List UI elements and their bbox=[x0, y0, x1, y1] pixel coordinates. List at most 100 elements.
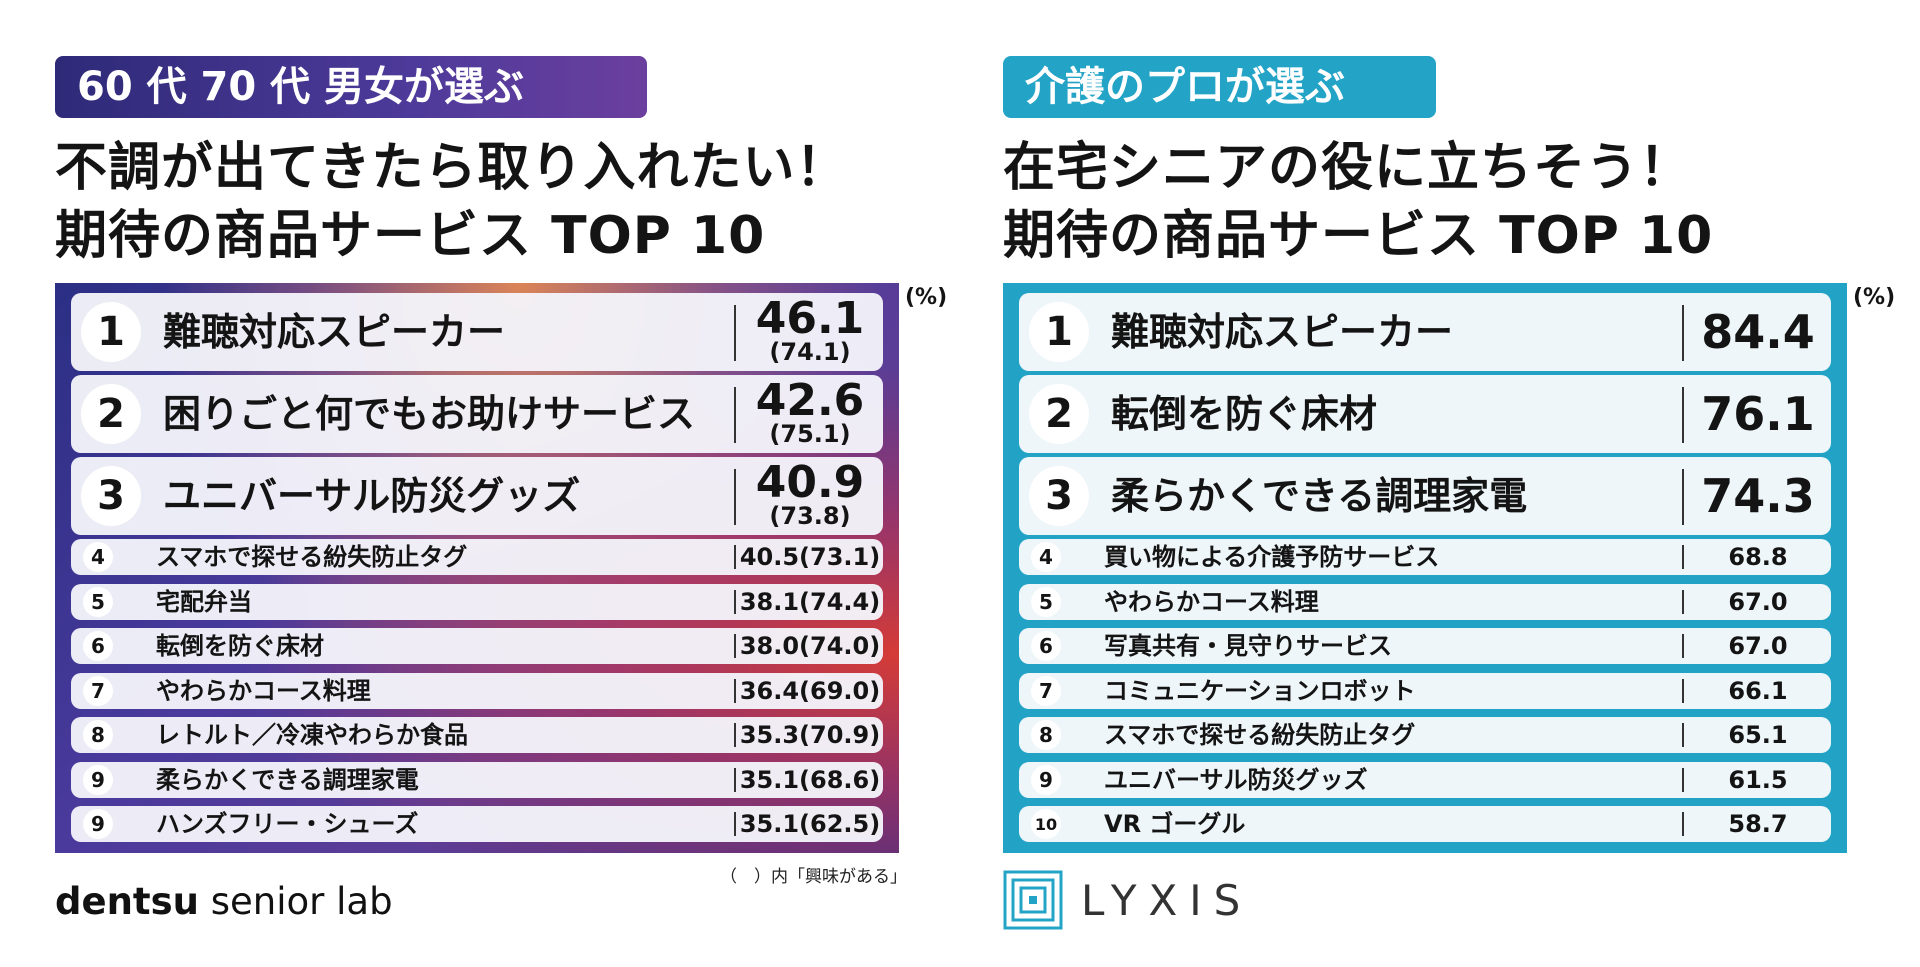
rank-number: 9 bbox=[83, 764, 113, 795]
item-name: 困りごと何でもお助けサービス bbox=[163, 392, 696, 436]
item-value: 40.5(73.1) bbox=[739, 543, 881, 571]
row-separator bbox=[734, 387, 736, 443]
rank-number: 3 bbox=[1029, 466, 1089, 526]
item-value: 46.1 bbox=[755, 293, 865, 344]
rank-number: 3 bbox=[81, 466, 141, 526]
item-value: 74.3 bbox=[1701, 469, 1815, 523]
rank-number: 8 bbox=[83, 720, 113, 750]
ranking-row: 7 やわらかコース料理 36.4(69.0) bbox=[71, 672, 883, 709]
ranking-row: 1 難聴対応スピーカー 84.4 bbox=[1019, 293, 1831, 371]
right-unit-label: (%) bbox=[1853, 285, 1896, 310]
item-name: コミュニケーションロボット bbox=[1104, 676, 1416, 705]
item-interest-value: (73.8) bbox=[769, 502, 851, 530]
left-unit-label: (%) bbox=[905, 285, 948, 310]
right-title-line1: 在宅シニアの役に立ちそう！ bbox=[1003, 138, 1693, 198]
item-value: 61.5 bbox=[1728, 765, 1788, 794]
dentsu-senior-lab-logo: dentsu senior lab bbox=[55, 880, 393, 923]
row-separator bbox=[1682, 545, 1684, 569]
rank-number: 4 bbox=[1031, 542, 1061, 572]
row-separator bbox=[1682, 723, 1684, 747]
row-separator bbox=[734, 305, 736, 361]
item-value: 84.4 bbox=[1701, 305, 1815, 359]
ranking-row: 7 コミュニケーションロボット 66.1 bbox=[1019, 672, 1831, 709]
lyxis-logo: LYXIS bbox=[1003, 870, 1323, 930]
rank-number: 6 bbox=[1031, 631, 1061, 661]
item-value: 76.1 bbox=[1701, 387, 1815, 441]
ranking-row: 4 スマホで探せる紛失防止タグ 40.5(73.1) bbox=[71, 539, 883, 575]
item-name: 転倒を防ぐ床材 bbox=[156, 632, 324, 660]
rank-number: 6 bbox=[83, 631, 113, 661]
row-separator bbox=[1682, 634, 1684, 658]
ranking-row: 3 柔らかくできる調理家電 74.3 bbox=[1019, 457, 1831, 535]
item-interest-value: (74.1) bbox=[769, 338, 851, 366]
item-value: 66.1 bbox=[1728, 676, 1788, 705]
rank-number: 4 bbox=[83, 542, 113, 572]
item-name: 宅配弁当 bbox=[156, 587, 252, 616]
right-title-line2: 期待の商品サービス TOP 10 bbox=[1003, 206, 1714, 266]
rank-number: 10 bbox=[1031, 809, 1061, 839]
item-name: VR ゴーグル bbox=[1104, 810, 1246, 838]
ranking-row: 2 転倒を防ぐ床材 76.1 bbox=[1019, 375, 1831, 453]
item-interest-value: (75.1) bbox=[769, 420, 851, 448]
row-separator bbox=[1682, 469, 1684, 525]
rank-number: 1 bbox=[1029, 302, 1089, 362]
left-title-line2: 期待の商品サービス TOP 10 bbox=[55, 206, 766, 266]
item-name: 写真共有・見守りサービス bbox=[1104, 632, 1392, 660]
rank-number: 9 bbox=[83, 809, 113, 839]
item-name: 難聴対応スピーカー bbox=[1111, 310, 1454, 354]
right-panel: 介護のプロが選ぶ 在宅シニアの役に立ちそう！ 期待の商品サービス TOP 10 … bbox=[1003, 0, 1903, 967]
ranking-row: 6 写真共有・見守りサービス 67.0 bbox=[1019, 628, 1831, 664]
rank-number: 7 bbox=[83, 675, 113, 706]
rank-number: 9 bbox=[1031, 764, 1061, 795]
rank-number: 2 bbox=[1029, 384, 1089, 444]
row-separator bbox=[1682, 387, 1684, 443]
left-panel: 60 代 70 代 男女が選ぶ 不調が出てきたら取り入れたい！ 期待の商品サービ… bbox=[55, 0, 955, 967]
ranking-row: 3 ユニバーサル防災グッズ 40.9 (73.8) bbox=[71, 457, 883, 535]
ranking-row: 10 VR ゴーグル 58.7 bbox=[1019, 806, 1831, 842]
item-name: 柔らかくできる調理家電 bbox=[156, 765, 419, 794]
item-value: 67.0 bbox=[1728, 587, 1788, 616]
ranking-row: 5 やわらかコース料理 67.0 bbox=[1019, 583, 1831, 620]
row-separator bbox=[1682, 767, 1684, 792]
ranking-row: 8 スマホで探せる紛失防止タグ 65.1 bbox=[1019, 717, 1831, 753]
item-value: 38.1(74.4) bbox=[739, 587, 881, 616]
row-separator bbox=[734, 678, 736, 703]
row-separator bbox=[1682, 678, 1684, 703]
rank-number: 5 bbox=[1031, 586, 1061, 617]
item-value: 35.1(62.5) bbox=[739, 810, 881, 838]
ranking-row: 9 ユニバーサル防災グッズ 61.5 bbox=[1019, 761, 1831, 798]
ranking-row: 6 転倒を防ぐ床材 38.0(74.0) bbox=[71, 628, 883, 664]
item-value: 40.9 bbox=[755, 457, 865, 508]
item-name: 難聴対応スピーカー bbox=[163, 310, 506, 354]
row-separator bbox=[1682, 305, 1684, 361]
item-name: やわらかコース料理 bbox=[1104, 587, 1319, 616]
item-name: 買い物による介護予防サービス bbox=[1104, 543, 1440, 571]
ranking-row: 9 ハンズフリー・シューズ 35.1(62.5) bbox=[71, 806, 883, 842]
ranking-row: 2 困りごと何でもお助けサービス 42.6 (75.1) bbox=[71, 375, 883, 453]
row-separator bbox=[734, 545, 736, 569]
logo-light-text: senior lab bbox=[198, 880, 393, 923]
left-tag: 60 代 70 代 男女が選ぶ bbox=[55, 56, 647, 118]
ranking-row: 1 難聴対応スピーカー 46.1 (74.1) bbox=[71, 293, 883, 371]
item-name: レトルト／冷凍やわらか食品 bbox=[156, 721, 468, 749]
item-value: 38.0(74.0) bbox=[739, 632, 881, 660]
lyxis-mark-icon bbox=[1003, 870, 1063, 930]
item-name: やわらかコース料理 bbox=[156, 676, 371, 705]
item-value: 67.0 bbox=[1728, 632, 1788, 660]
item-value: 58.7 bbox=[1728, 810, 1788, 838]
row-separator bbox=[734, 469, 736, 525]
ranking-row: 9 柔らかくできる調理家電 35.1(68.6) bbox=[71, 761, 883, 798]
item-name: ユニバーサル防災グッズ bbox=[163, 474, 581, 518]
row-separator bbox=[734, 767, 736, 792]
item-name: ハンズフリー・シューズ bbox=[156, 810, 419, 838]
row-separator bbox=[734, 589, 736, 614]
left-ranking-board: 1 難聴対応スピーカー 46.1 (74.1) 2 困りごと何でもお助けサービス 42.6(… bbox=[55, 283, 899, 853]
item-value: 35.3(70.9) bbox=[739, 721, 881, 749]
right-tag: 介護のプロが選ぶ bbox=[1003, 56, 1436, 118]
rank-number: 5 bbox=[83, 586, 113, 617]
right-ranking-board: 1 難聴対応スピーカー 84.4 2 転倒を防ぐ床材 76.1 3 柔らかくできる調理家電 74… bbox=[1003, 283, 1847, 853]
ranking-row: 4 買い物による介護予防サービス 68.8 bbox=[1019, 539, 1831, 575]
rank-number: 2 bbox=[81, 384, 141, 444]
item-value: 42.6 bbox=[755, 375, 865, 426]
ranking-row: 5 宅配弁当 38.1(74.4) bbox=[71, 583, 883, 620]
